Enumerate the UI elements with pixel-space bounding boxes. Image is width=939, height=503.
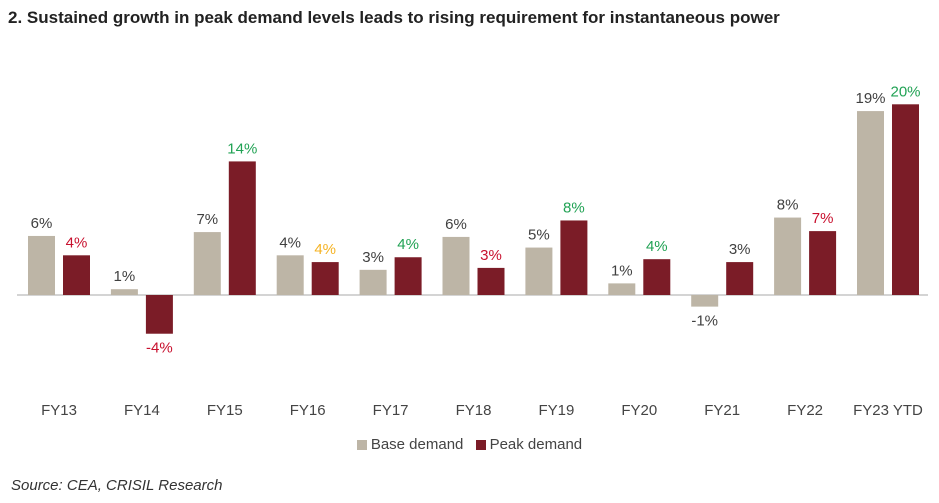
data-label: 7%	[196, 211, 218, 228]
data-label: 4%	[646, 238, 668, 255]
x-tick-label: FY23 YTD	[853, 402, 923, 419]
x-tick-label: FY16	[290, 402, 326, 419]
bar-base-fy14	[110, 289, 138, 295]
x-tick-label: FY21	[704, 402, 740, 419]
bar-peak-fy22	[809, 231, 837, 295]
source-note: Source: CEA, CRISIL Research	[11, 477, 223, 494]
data-label: -4%	[146, 340, 173, 357]
x-tick-label: FY17	[373, 402, 409, 419]
bar-peak-fy16	[311, 262, 339, 295]
bar-base-fy20	[608, 283, 636, 295]
data-label: 1%	[114, 268, 136, 285]
data-label: 4%	[314, 241, 336, 258]
bar-peak-fy14	[145, 295, 173, 334]
bar-peak-fy20	[643, 259, 671, 295]
bar-base-fy17	[359, 269, 387, 295]
bar-peak-fy17	[394, 257, 422, 295]
data-label: 3%	[362, 249, 384, 266]
bar-base-fy22	[774, 217, 802, 295]
bar-peak-fy21	[726, 262, 754, 295]
bar-peak-fy15	[228, 161, 256, 295]
data-label: 8%	[777, 197, 799, 214]
x-tick-label: FY19	[538, 402, 574, 419]
x-tick-label: FY22	[787, 402, 823, 419]
bar-base-fy23-ytd	[857, 111, 884, 295]
data-label: 14%	[227, 140, 257, 157]
bar-peak-fy23-ytd	[892, 104, 919, 295]
bar-peak-fy18	[477, 267, 505, 295]
chart-title: 2. Sustained growth in peak demand level…	[8, 8, 780, 27]
legend-label-base: Base demand	[370, 436, 464, 453]
data-label: 3%	[729, 241, 751, 258]
x-tick-label: FY15	[207, 402, 243, 419]
data-label: 5%	[528, 227, 550, 244]
data-label: -1%	[691, 313, 718, 330]
x-tick-label: FY14	[124, 402, 160, 419]
x-tick-label: FY20	[621, 402, 657, 419]
bar-base-fy21	[691, 295, 719, 307]
data-label: 4%	[279, 234, 301, 251]
legend-swatch-base	[356, 439, 367, 450]
bar-peak-fy13	[63, 255, 90, 295]
legend: Base demand Peak demand	[0, 436, 939, 454]
data-label: 4%	[397, 236, 419, 253]
data-label: 3%	[480, 247, 502, 264]
bar-base-fy18	[442, 236, 470, 295]
data-label: 19%	[855, 90, 885, 107]
data-label: 20%	[890, 83, 920, 100]
bar-base-fy15	[193, 232, 221, 295]
data-label: 4%	[66, 234, 88, 251]
legend-item-peak-demand: Peak demand	[475, 436, 583, 453]
x-tick-label: FY18	[456, 402, 492, 419]
data-label: 8%	[563, 199, 585, 216]
bar-base-fy16	[276, 255, 304, 295]
legend-swatch-peak	[475, 439, 486, 450]
bar-base-fy19	[525, 247, 553, 295]
data-label: 7%	[812, 210, 834, 227]
x-tick-label: FY13	[41, 402, 77, 419]
data-label: 6%	[31, 215, 53, 232]
legend-item-base-demand: Base demand	[356, 436, 464, 453]
data-label: 6%	[445, 216, 467, 233]
bar-peak-fy19	[560, 220, 588, 295]
bar-chart: 6% 4% FY13 1% -4% FY14 7% 14% FY15 4% 4% FY16 3% 4% FY…	[17, 83, 928, 419]
legend-label-peak: Peak demand	[489, 436, 583, 453]
data-label: 1%	[611, 262, 633, 279]
bar-base-fy13	[28, 235, 55, 295]
